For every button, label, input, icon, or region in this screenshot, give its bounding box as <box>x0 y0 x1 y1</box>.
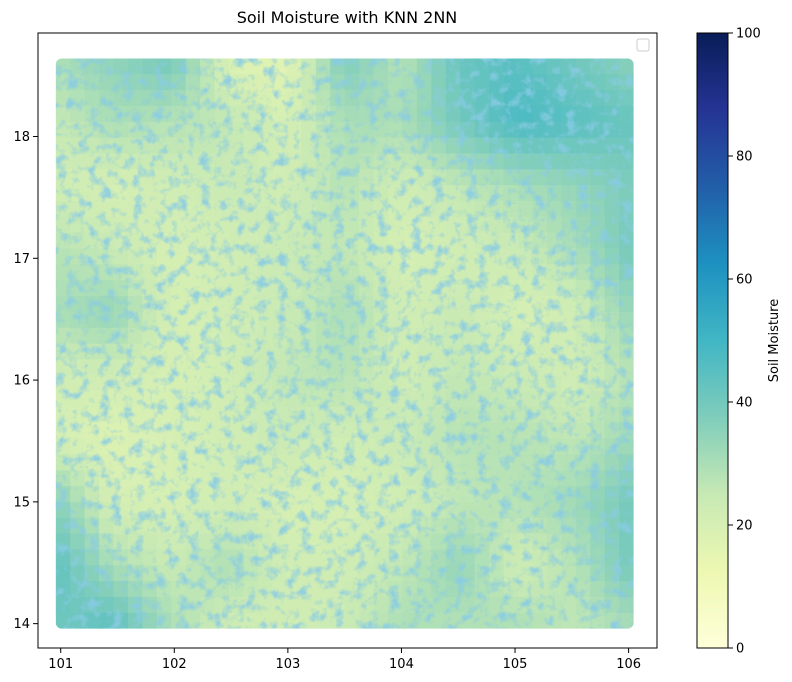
y-tick-label: 14 <box>13 617 30 632</box>
colorbar-tick-label: 80 <box>736 150 753 165</box>
x-tick-label: 105 <box>503 657 528 672</box>
colorbar-ticks: 0 20 40 60 80 100 <box>728 27 761 657</box>
x-tick-label: 103 <box>275 657 300 672</box>
axes-frame <box>37 32 658 649</box>
heatmap-texture <box>55 58 634 629</box>
plot-area <box>37 32 658 649</box>
colorbar-label: Soil Moisture <box>767 299 782 383</box>
colorbar-tick-label: 20 <box>736 519 753 534</box>
colorbar-tick-label: 100 <box>736 27 761 42</box>
colorbar-tick-label: 0 <box>736 642 744 657</box>
y-tick-label: 16 <box>13 374 30 389</box>
y-tick-label: 17 <box>13 252 30 267</box>
colorbar-tick-label: 60 <box>736 273 753 288</box>
chart-title: Soil Moisture with KNN 2NN <box>237 8 458 27</box>
y-tick-label: 15 <box>13 495 30 510</box>
y-tick-label: 18 <box>13 130 30 145</box>
x-tick-label: 106 <box>616 657 641 672</box>
colorbar-gradient <box>696 32 729 649</box>
legend-box <box>636 38 650 52</box>
x-tick-label: 102 <box>162 657 187 672</box>
x-tick-label: 104 <box>389 657 414 672</box>
colorbar-tick-label: 40 <box>736 396 753 411</box>
y-axis: 14 15 16 17 18 <box>13 130 38 632</box>
x-tick-label: 101 <box>48 657 73 672</box>
colorbar: 0 20 40 60 80 100 Soil Moisture <box>696 27 782 657</box>
x-axis: 101 102 103 104 105 106 <box>48 648 641 672</box>
